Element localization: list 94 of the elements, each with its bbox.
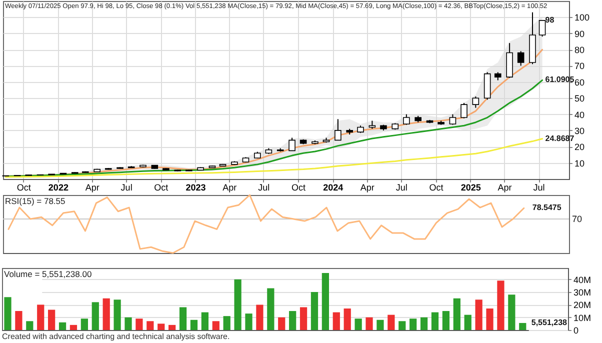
y-tick-label: 40M <box>574 274 592 285</box>
x-tick-label: Oct <box>292 182 306 192</box>
bar <box>245 314 252 330</box>
y-tick-label: 40 <box>574 110 585 120</box>
y-tick-label: 50 <box>574 94 585 104</box>
bar <box>410 318 417 330</box>
bar <box>58 322 66 330</box>
y-tick-label: 10 <box>574 158 585 168</box>
bar <box>420 317 428 330</box>
bar <box>80 318 88 330</box>
bar <box>475 300 482 330</box>
bar <box>48 310 56 330</box>
x-tick-label: Oct <box>429 182 444 192</box>
bar <box>366 317 373 330</box>
bar <box>168 324 176 330</box>
text: 5,551,238 <box>531 318 568 327</box>
bar <box>289 311 296 330</box>
x-tick-label: Apr <box>222 182 237 192</box>
y-tick-label: 20 <box>574 142 585 152</box>
bar <box>398 321 406 330</box>
bar <box>442 311 450 330</box>
x-tick-label: Apr <box>360 182 374 192</box>
y-tick-label: 100 <box>574 12 590 23</box>
candlestick <box>472 96 480 108</box>
bar <box>376 320 384 330</box>
x-tick-label: 2022 <box>48 182 68 192</box>
bar <box>158 324 165 330</box>
bar <box>70 324 78 330</box>
y-tick-label: 90 <box>574 28 585 39</box>
x-tick-label: Jul <box>533 182 545 192</box>
bar <box>136 318 143 330</box>
y-tick-label: 30 <box>574 126 585 136</box>
y-tick-label: 60 <box>574 77 585 88</box>
bar <box>464 314 472 330</box>
bar <box>388 314 395 330</box>
bar <box>519 322 526 330</box>
x-tick-label: 2025 <box>460 182 481 192</box>
candlestick <box>517 50 524 66</box>
x-tick-label: 2024 <box>323 182 344 192</box>
x-tick-label: Apr <box>498 182 512 192</box>
x-tick-label: 2023 <box>186 182 206 192</box>
bar <box>114 300 121 330</box>
bar <box>300 307 308 330</box>
bar <box>332 312 340 330</box>
annotation: 98 <box>545 15 555 24</box>
y-tick-label: 20M <box>574 300 592 310</box>
bar <box>508 294 516 330</box>
bar <box>179 307 187 330</box>
bar <box>201 312 208 330</box>
x-tick-label: Jul <box>120 182 132 192</box>
bar <box>102 298 110 330</box>
bar <box>223 316 230 330</box>
bar <box>431 312 439 330</box>
chart-title: Volume = 5,551,238.00 <box>4 269 92 279</box>
candlestick <box>334 118 342 141</box>
bar <box>15 311 22 330</box>
bar <box>354 318 362 330</box>
bar <box>278 317 286 330</box>
bar <box>146 321 154 330</box>
bar <box>26 321 34 330</box>
bar <box>256 304 264 330</box>
y-tick-label: 10M <box>574 312 592 323</box>
candlestick <box>538 20 546 38</box>
bar <box>344 308 351 330</box>
y-tick-label: 70 <box>574 61 585 72</box>
y-tick-label: 80 <box>574 45 585 56</box>
candlestick <box>449 114 456 126</box>
bar <box>486 308 494 330</box>
candlestick <box>460 102 468 119</box>
bar <box>310 292 318 330</box>
line-series <box>4 138 544 178</box>
candlestick <box>403 114 410 126</box>
bar <box>37 304 44 330</box>
bar <box>453 298 460 330</box>
x-tick-label: Jul <box>258 182 270 192</box>
text: Created with advanced charting and technical analysis software. <box>2 332 230 341</box>
bar <box>190 320 198 330</box>
bar <box>124 317 132 330</box>
bar <box>4 297 12 330</box>
text: 78.5475 <box>532 203 562 212</box>
y-tick-label: 0 <box>574 326 579 336</box>
candlestick <box>288 137 296 152</box>
bar <box>322 273 329 330</box>
bar <box>234 279 242 330</box>
bar <box>497 280 504 330</box>
x-tick-label: Apr <box>85 182 100 192</box>
bar <box>212 321 220 330</box>
x-tick-label: Jul <box>396 182 408 192</box>
y-tick-label: 30M <box>574 288 592 298</box>
x-tick-label: Oct <box>16 182 32 192</box>
bar <box>267 288 274 330</box>
x-tick-label: Oct <box>154 182 169 192</box>
chart-title: RSI(15) = 78.55 <box>5 196 66 206</box>
bar <box>92 302 99 330</box>
